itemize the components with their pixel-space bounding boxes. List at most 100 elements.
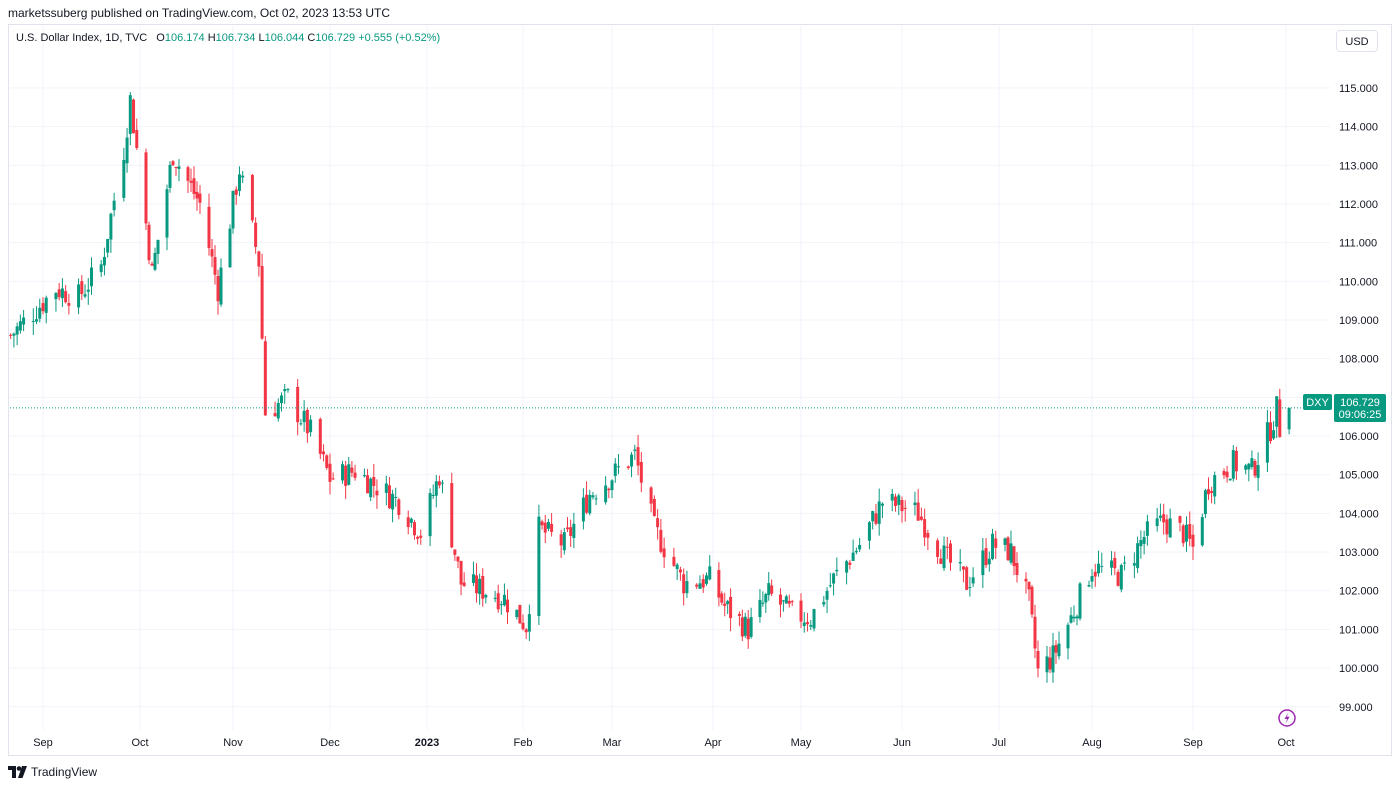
candle xyxy=(38,298,42,323)
candle xyxy=(656,509,660,540)
candle xyxy=(328,453,332,495)
candle xyxy=(83,284,87,299)
candle xyxy=(729,588,733,632)
candle xyxy=(737,611,741,627)
candle xyxy=(431,484,435,499)
candle xyxy=(1075,614,1079,626)
candle xyxy=(877,488,881,536)
candle xyxy=(1097,550,1101,577)
candle xyxy=(874,504,878,526)
candle xyxy=(1191,524,1195,560)
candle xyxy=(1110,551,1114,576)
candle xyxy=(372,463,376,498)
candle xyxy=(854,547,858,555)
candle xyxy=(174,166,178,176)
candle xyxy=(331,472,335,481)
candle xyxy=(478,573,482,605)
candle xyxy=(186,165,190,193)
candle xyxy=(1275,396,1279,439)
candle xyxy=(484,593,488,604)
candle xyxy=(764,592,768,613)
candle xyxy=(543,514,547,544)
candle xyxy=(216,269,220,315)
candle xyxy=(207,193,211,256)
candle xyxy=(981,538,985,589)
candle xyxy=(406,510,410,535)
candle xyxy=(44,295,48,324)
time-tick-label: Sep xyxy=(33,737,53,749)
candle xyxy=(366,469,370,494)
currency-button[interactable]: USD xyxy=(1336,30,1378,52)
candle xyxy=(708,555,712,581)
candle xyxy=(1033,604,1037,659)
candle xyxy=(493,590,497,603)
symbol-title[interactable]: U.S. Dollar Index, 1D, TVC xyxy=(16,32,148,44)
candle xyxy=(749,607,753,639)
candle xyxy=(369,477,373,502)
candle xyxy=(903,500,907,522)
candle xyxy=(1003,537,1007,552)
candle xyxy=(296,379,300,436)
candle xyxy=(524,628,528,639)
price-tick-label: 110.000 xyxy=(1339,276,1378,288)
candle xyxy=(228,224,232,268)
candle xyxy=(344,460,348,500)
candle xyxy=(1265,409,1269,473)
time-tick-label: Apr xyxy=(704,737,721,749)
candle xyxy=(305,408,309,443)
candle xyxy=(1006,536,1010,561)
candle xyxy=(1116,569,1120,587)
candle xyxy=(35,306,39,325)
candle xyxy=(890,488,894,512)
open-value: 106.174 xyxy=(164,32,205,44)
candle xyxy=(499,600,503,615)
candle xyxy=(1181,523,1185,547)
candle xyxy=(263,335,267,416)
candle xyxy=(591,491,595,500)
time-tick-label: Oct xyxy=(1277,737,1294,749)
price-tick-label: 114.000 xyxy=(1339,122,1378,134)
candle xyxy=(746,609,750,649)
chart-frame xyxy=(8,24,1392,756)
candle xyxy=(936,538,940,564)
candle xyxy=(353,464,357,481)
price-tick-label: 101.000 xyxy=(1339,624,1379,636)
candle xyxy=(550,513,554,537)
candle xyxy=(607,487,611,499)
candle xyxy=(809,619,813,631)
candle xyxy=(858,537,862,552)
candle xyxy=(971,567,975,587)
candle xyxy=(923,508,927,547)
lightning-alert-icon[interactable] xyxy=(1278,709,1296,727)
candle xyxy=(135,118,139,150)
candle xyxy=(325,454,329,470)
brand-name[interactable]: TradingView xyxy=(31,765,98,779)
high-key: H xyxy=(207,32,216,44)
candle xyxy=(994,530,998,559)
candle xyxy=(257,250,261,277)
candle xyxy=(1200,513,1204,547)
candle xyxy=(434,475,438,508)
candle xyxy=(1213,471,1217,505)
candle xyxy=(968,576,972,597)
candle xyxy=(231,190,235,234)
candle xyxy=(825,587,829,614)
time-tick-label: 2023 xyxy=(415,737,439,749)
candle xyxy=(1090,568,1094,589)
time-tick-label: Mar xyxy=(603,737,622,749)
candle xyxy=(453,549,457,561)
candle xyxy=(1145,514,1149,546)
candle xyxy=(412,520,416,540)
candle xyxy=(132,98,136,134)
candle xyxy=(280,392,283,412)
candle xyxy=(456,556,460,569)
candle xyxy=(299,418,303,426)
candle xyxy=(77,278,81,315)
time-tick-label: Aug xyxy=(1082,737,1102,749)
candle xyxy=(588,489,592,516)
candle xyxy=(540,519,544,530)
candle xyxy=(102,247,106,276)
candle xyxy=(832,572,836,596)
candle xyxy=(562,527,566,555)
